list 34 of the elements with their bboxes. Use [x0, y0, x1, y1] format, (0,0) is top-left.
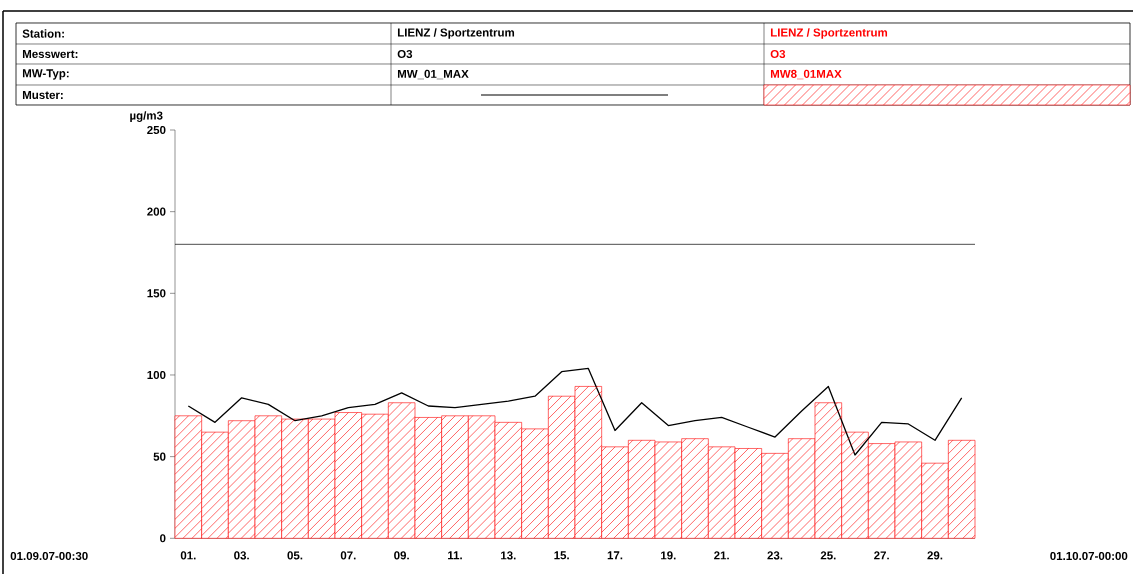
x-tick-label: 23. — [767, 551, 783, 560]
x-tick-label: 17. — [607, 551, 623, 560]
y-axis-title: µg/m3 — [130, 111, 163, 122]
text: MW-Typ: — [22, 69, 69, 80]
y-tick-label: 50 — [153, 452, 166, 461]
text: Muster: — [22, 90, 63, 100]
text: MW8_01MAX — [770, 69, 842, 80]
text: MW_01_MAX — [397, 69, 469, 80]
x-tick-label: 01. — [180, 551, 196, 560]
y-tick-label: 200 — [147, 207, 166, 216]
y-tick-label: 250 — [147, 125, 166, 135]
text: 01.09.07-00:30 — [10, 551, 88, 561]
text: Station: — [22, 29, 64, 38]
x-tick-label: 27. — [874, 551, 889, 560]
text: O3 — [770, 49, 786, 59]
x-tick-label: 03. — [234, 551, 249, 560]
x-tick-label: 15. — [554, 551, 569, 560]
x-tick-label: 29. — [927, 551, 943, 560]
x-tick-label: 19. — [661, 551, 676, 560]
y-tick-label: 0 — [160, 534, 166, 543]
text: 01.10.07-00:00 — [1050, 551, 1128, 561]
text: Messwert: — [22, 49, 78, 59]
y-tick-label: 150 — [147, 289, 166, 298]
x-tick-label: 11. — [448, 551, 462, 560]
x-tick-label: 25. — [820, 551, 836, 560]
x-tick-label: 21. — [714, 551, 729, 560]
text: LIENZ / Sportzentrum — [397, 28, 515, 39]
x-tick-label: 05. — [287, 551, 303, 560]
text: LIENZ / Sportzentrum — [770, 28, 888, 39]
text: O3 — [397, 49, 413, 59]
y-tick-label: 100 — [147, 370, 166, 380]
x-tick-label: 13. — [501, 551, 516, 560]
x-tick-label: 07. — [340, 551, 356, 560]
x-tick-label: 09. — [394, 551, 409, 560]
